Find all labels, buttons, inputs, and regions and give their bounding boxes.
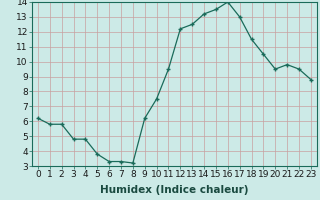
X-axis label: Humidex (Indice chaleur): Humidex (Indice chaleur) bbox=[100, 185, 249, 195]
